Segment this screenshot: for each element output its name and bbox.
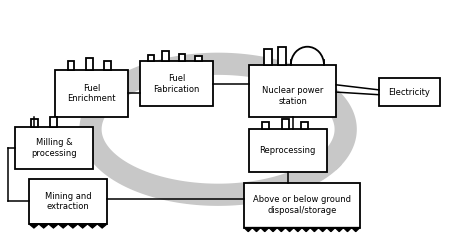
Text: Electricity: Electricity bbox=[389, 88, 430, 97]
Bar bbox=[263, 122, 270, 129]
Polygon shape bbox=[252, 228, 261, 232]
Text: Mining and
extraction: Mining and extraction bbox=[45, 192, 91, 211]
Polygon shape bbox=[88, 224, 97, 228]
Polygon shape bbox=[39, 224, 48, 228]
Polygon shape bbox=[319, 228, 327, 232]
Polygon shape bbox=[327, 228, 335, 232]
Bar bbox=[244, 183, 360, 228]
Bar bbox=[249, 129, 327, 172]
Bar bbox=[278, 47, 286, 65]
Bar bbox=[163, 51, 169, 61]
Polygon shape bbox=[277, 228, 285, 232]
Polygon shape bbox=[78, 224, 88, 228]
Bar bbox=[264, 49, 272, 65]
Bar bbox=[195, 56, 202, 61]
Polygon shape bbox=[285, 228, 294, 232]
Bar bbox=[29, 179, 107, 224]
Polygon shape bbox=[302, 228, 310, 232]
Polygon shape bbox=[335, 228, 343, 232]
Polygon shape bbox=[244, 228, 252, 232]
Polygon shape bbox=[97, 224, 107, 228]
Bar bbox=[249, 65, 336, 117]
Polygon shape bbox=[48, 224, 58, 228]
Bar bbox=[148, 55, 155, 61]
Bar bbox=[68, 61, 74, 70]
Polygon shape bbox=[310, 228, 319, 232]
Text: Nuclear power
station: Nuclear power station bbox=[262, 86, 323, 106]
Text: Reprocessing: Reprocessing bbox=[260, 146, 316, 155]
Text: Fuel
Fabrication: Fuel Fabrication bbox=[154, 74, 200, 94]
Bar bbox=[15, 127, 93, 169]
Polygon shape bbox=[58, 224, 68, 228]
Text: Milling &
processing: Milling & processing bbox=[31, 138, 77, 158]
Bar bbox=[140, 61, 213, 106]
Bar bbox=[179, 54, 185, 61]
Polygon shape bbox=[352, 228, 360, 232]
Polygon shape bbox=[294, 228, 302, 232]
Bar bbox=[50, 117, 57, 127]
Text: Fuel
Enrichment: Fuel Enrichment bbox=[67, 84, 116, 103]
Text: Above or below ground
disposal/storage: Above or below ground disposal/storage bbox=[253, 195, 351, 215]
Bar bbox=[31, 119, 38, 127]
Bar bbox=[282, 119, 289, 129]
Bar bbox=[86, 58, 93, 70]
Bar bbox=[55, 70, 128, 117]
Polygon shape bbox=[269, 228, 277, 232]
Polygon shape bbox=[29, 224, 39, 228]
Bar bbox=[104, 61, 111, 70]
Bar bbox=[379, 78, 440, 106]
Bar bbox=[301, 122, 309, 129]
Polygon shape bbox=[261, 228, 269, 232]
Polygon shape bbox=[343, 228, 352, 232]
Polygon shape bbox=[68, 224, 78, 228]
